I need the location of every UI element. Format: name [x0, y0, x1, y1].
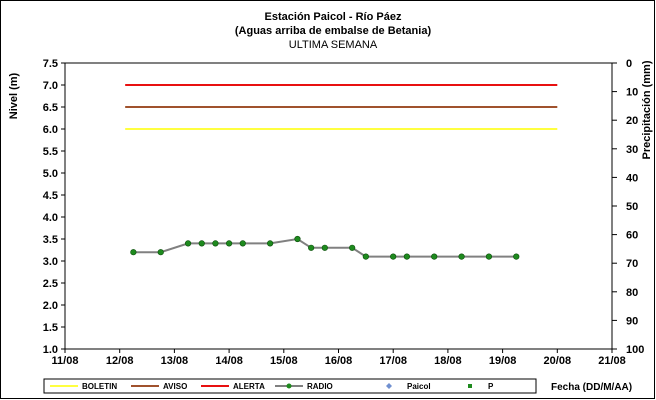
x-tick-label: 16/08: [325, 355, 353, 367]
y2-tick-label: 90: [626, 315, 638, 327]
legend-marker: [286, 383, 292, 389]
radio-point: [267, 240, 274, 247]
y2-tick-label: 70: [626, 258, 638, 270]
x-tick-label: 19/08: [489, 355, 517, 367]
radio-point: [294, 235, 301, 243]
x-tick-label: 21/08: [598, 355, 626, 367]
y-tick-label: 7.0: [43, 80, 58, 92]
radio-point: [226, 240, 233, 247]
y2-tick-label: 30: [626, 144, 638, 156]
chart-subtitle-2: ULTIMA SEMANA: [289, 39, 378, 51]
y-axis-label: Nivel (m): [8, 72, 20, 119]
x-tick-label: 11/08: [52, 355, 79, 367]
legend-label: P: [488, 382, 494, 391]
y-tick-label: 2.0: [43, 300, 58, 312]
y-tick-label: 4.5: [43, 190, 58, 202]
y2-tick-label: 60: [626, 230, 638, 242]
y2-tick-label: 10: [626, 87, 638, 99]
radio-point: [390, 253, 397, 260]
radio-point: [321, 244, 328, 251]
radio-point: [308, 244, 315, 251]
y2-tick-label: 100: [626, 344, 644, 356]
x-tick-label: 15/08: [270, 355, 298, 367]
right-axis: 0 10 20 30 40 50 60 70 80 90 100: [612, 58, 644, 356]
x-tick-label: 12/08: [106, 355, 134, 367]
x-tick-label: 20/08: [544, 355, 572, 367]
legend-label: BOLETIN: [82, 382, 117, 391]
y2-tick-label: 20: [626, 115, 638, 127]
legend-label: AVISO: [163, 382, 187, 391]
radio-point: [198, 240, 205, 247]
radio-point: [157, 249, 164, 256]
radio-point: [403, 253, 410, 260]
y-tick-label: 5.5: [43, 146, 58, 158]
x-axis-label: Fecha (DD/M/AA): [551, 382, 632, 393]
radio-point: [184, 240, 192, 247]
x-tick-label: 14/08: [215, 355, 243, 367]
radio-point: [130, 249, 137, 256]
y-tick-label: 5.0: [43, 168, 58, 180]
legend-label: Paicol: [407, 382, 431, 391]
y-tick-label: 1.0: [43, 344, 58, 356]
radio-series: [130, 235, 520, 260]
y2-tick-label: 50: [626, 201, 638, 213]
x-tick-label: 18/08: [434, 355, 462, 367]
y-tick-label: 3.5: [43, 234, 58, 246]
x-tick-label: 13/08: [161, 355, 189, 367]
radio-point: [485, 253, 493, 260]
radio-point: [431, 253, 438, 260]
x-axis: 11/08 12/08 13/08 14/08 15/08 16/08 17/08 18/08…: [52, 349, 626, 367]
y2-tick-label: 0: [626, 58, 632, 70]
radio-point: [362, 253, 369, 260]
y2-axis-label: Precipitación (mm): [641, 60, 653, 159]
y-tick-label: 7.5: [43, 58, 58, 70]
y2-tick-label: 80: [626, 287, 638, 299]
radio-point: [239, 240, 246, 247]
y-tick-label: 6.0: [43, 124, 58, 136]
x-tick-label: 17/08: [379, 355, 407, 367]
y-tick-label: 4.0: [43, 212, 58, 224]
y-tick-label: 2.5: [43, 278, 58, 290]
chart-title: Estación Paicol - Río Páez: [265, 11, 402, 23]
radio-point: [513, 253, 520, 260]
legend: BOLETIN AVISO ALERTA RADIO Paicol P: [50, 382, 494, 391]
left-axis: 1.0 1.5 2.0 2.5 3.0 3.5 4.0 4.5 5.0 5.5 6.0 6.5 7.0 7…: [43, 58, 65, 356]
y2-tick-label: 40: [626, 172, 638, 184]
radio-point: [212, 240, 219, 247]
y-tick-label: 3.0: [43, 256, 58, 268]
radio-point: [458, 253, 465, 260]
chart-subtitle: (Aguas arriba de embalse de Betania): [235, 25, 432, 37]
radio-point: [349, 244, 356, 251]
legend-label: ALERTA: [233, 382, 265, 391]
y-tick-label: 1.5: [43, 322, 58, 334]
legend-label: RADIO: [307, 382, 333, 391]
y-tick-label: 6.5: [43, 102, 58, 114]
legend-marker: [386, 383, 392, 389]
legend-marker: [468, 384, 472, 388]
threshold-lines: [125, 84, 558, 130]
